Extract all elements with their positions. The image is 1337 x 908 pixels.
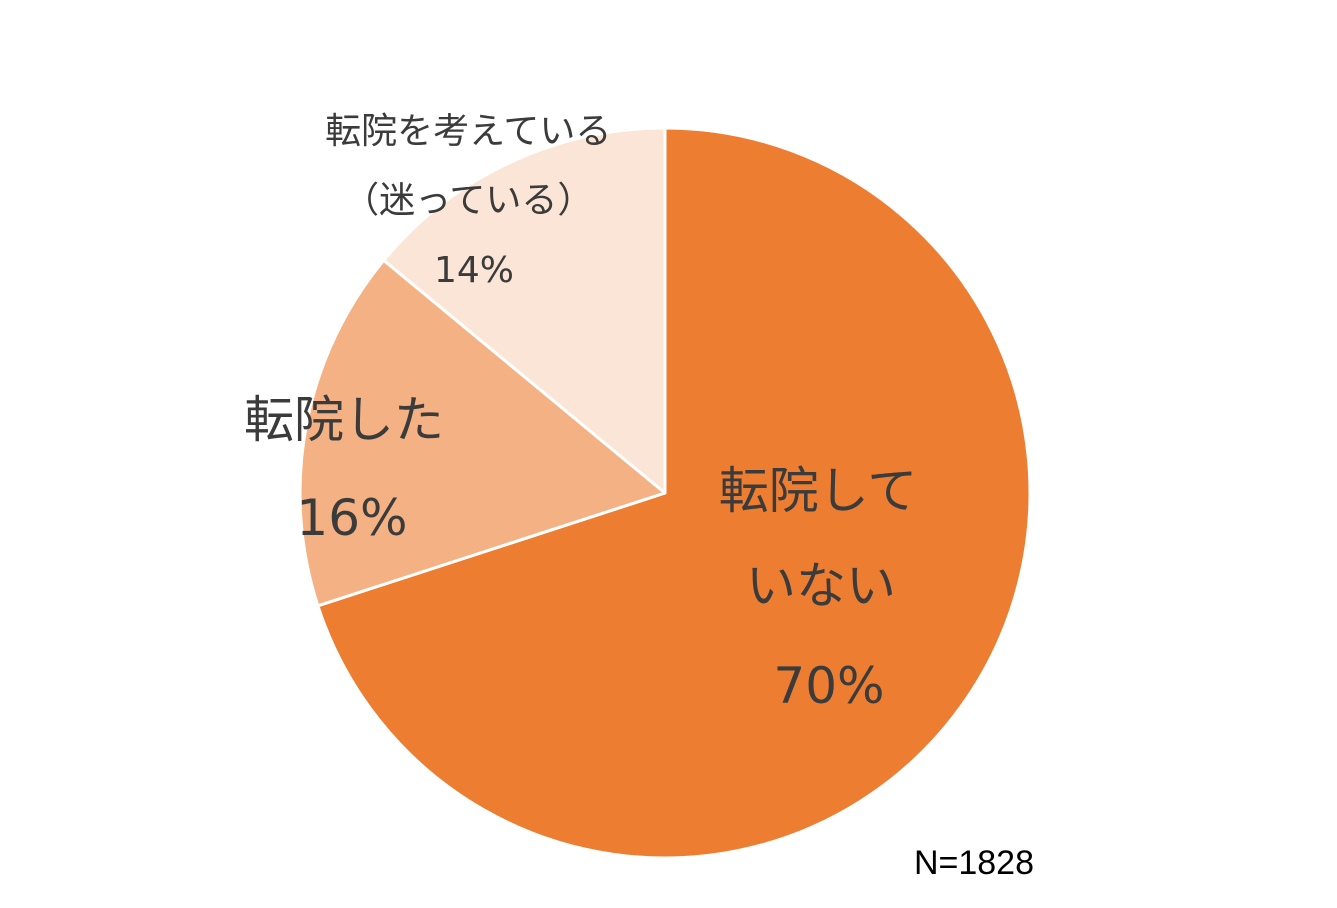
slice-value-label: 16% [296, 489, 407, 547]
pie-slice-transferred [298, 258, 667, 608]
slice-label-line: 転院を考えている [325, 111, 611, 152]
sample-size-note: N=1828 [914, 844, 1034, 882]
slice-label-line: いない [746, 557, 896, 615]
pie-slice-considering [382, 126, 667, 495]
slice-value-label: 70% [773, 657, 884, 715]
slice-label-considering: 転院を考えている （迷っている） 14% [325, 111, 623, 291]
pie-slices [298, 126, 1032, 860]
slice-label-line: 転院して [719, 462, 918, 520]
slice-label-transferred: 転院した 16% [244, 391, 460, 547]
slice-label-not-transferred: 転院して いない 70% [719, 462, 933, 715]
slice-value-label: 14% [434, 250, 514, 291]
pie-slice-not-transferred [316, 126, 1032, 860]
slice-label-line: 転院した [244, 391, 444, 449]
slice-label-line: （迷っている） [343, 180, 593, 221]
